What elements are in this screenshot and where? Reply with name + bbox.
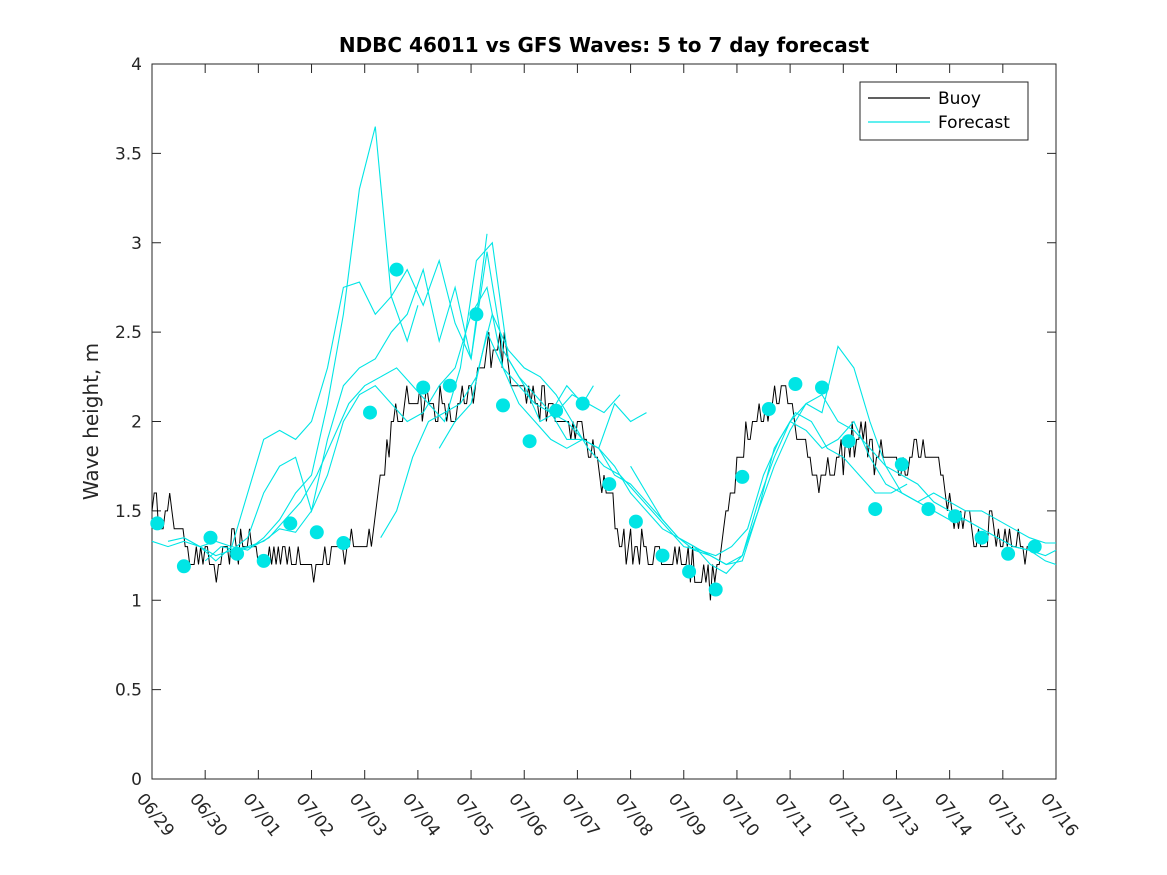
forecast-marker [655, 548, 670, 563]
forecast-marker [735, 469, 750, 484]
y-tick-label: 4 [131, 55, 142, 75]
forecast-marker [708, 582, 723, 597]
forecast-marker [948, 509, 962, 524]
x-tick-label: 06/29 [132, 790, 178, 841]
legend: Buoy Forecast [859, 81, 1029, 141]
forecast-marker [496, 398, 510, 413]
x-tick-label: 07/13 [877, 790, 923, 841]
x-tick-label: 07/06 [504, 790, 550, 841]
y-tick-label: 0.5 [115, 681, 142, 701]
y-tick-label: 3 [131, 234, 142, 254]
y-tick-label: 1.5 [115, 502, 142, 522]
forecast-series-line-2 [167, 233, 488, 557]
x-tick-label: 07/15 [983, 790, 1029, 841]
plot-area [151, 63, 1057, 780]
forecast-series-line-4 [204, 241, 621, 562]
forecast-marker [894, 457, 909, 472]
forecast-marker [469, 307, 484, 322]
x-tick-label: 07/16 [1036, 790, 1082, 841]
forecast-marker [841, 434, 856, 449]
legend-forecast-label: Forecast [938, 113, 1010, 133]
forecast-marker [309, 525, 324, 540]
x-tick-label: 07/07 [557, 790, 603, 841]
forecast-marker [336, 536, 351, 550]
forecast-marker [788, 377, 803, 391]
forecast-marker [868, 502, 883, 517]
forecast-series-line-9 [630, 345, 1056, 566]
x-tick-label: 07/14 [930, 790, 976, 841]
x-tick-label: 07/09 [664, 790, 710, 841]
chart-title: NDBC 46011 vs GFS Waves: 5 to 7 day fore… [339, 33, 870, 57]
forecast-marker [283, 516, 298, 531]
forecast-marker [815, 380, 829, 395]
forecast-marker [256, 553, 271, 568]
x-tick-label: 07/12 [823, 790, 869, 841]
x-tick-label: 07/04 [398, 790, 444, 841]
legend-buoy-label: Buoy [938, 89, 981, 109]
forecast-marker [1001, 546, 1016, 561]
y-tick-label: 3.5 [115, 144, 142, 164]
forecast-marker [1027, 539, 1042, 554]
forecast-marker [628, 514, 643, 529]
forecast-marker [203, 530, 218, 545]
x-tick-label: 07/01 [238, 790, 284, 841]
forecast-marker [549, 403, 564, 418]
forecast-marker [575, 396, 590, 411]
forecast-marker [974, 530, 989, 545]
forecast-marker [150, 516, 165, 531]
forecast-marker [761, 402, 776, 416]
y-axis-label: Wave height, m [79, 343, 103, 500]
x-tick-label: 07/11 [770, 790, 816, 841]
x-tick-label: 07/05 [451, 790, 497, 841]
forecast-marker [442, 378, 457, 393]
x-tick-label: 07/02 [292, 790, 338, 841]
forecast-marker [230, 546, 245, 561]
x-tick-label: 07/08 [611, 790, 657, 841]
x-tick-label: 06/30 [185, 790, 231, 841]
series-layer [150, 126, 1057, 601]
forecast-marker [921, 502, 936, 517]
forecast-marker [176, 559, 191, 574]
forecast-series-line-5 [231, 285, 647, 551]
y-tick-label: 2.5 [115, 323, 142, 343]
forecast-marker [416, 380, 431, 395]
forecast-marker [363, 405, 377, 420]
forecast-series-line-6 [380, 312, 908, 557]
forecast-marker [682, 564, 697, 579]
forecast-marker [389, 262, 404, 277]
forecast-marker [522, 434, 537, 449]
x-tick-label: 07/10 [717, 790, 763, 841]
forecast-marker [602, 477, 617, 492]
y-tick-label: 0 [131, 770, 142, 790]
y-tick-label: 1 [131, 591, 142, 611]
legend-box [859, 81, 1029, 141]
y-tick-label: 2 [131, 413, 142, 433]
x-tick-label: 07/03 [345, 790, 391, 841]
